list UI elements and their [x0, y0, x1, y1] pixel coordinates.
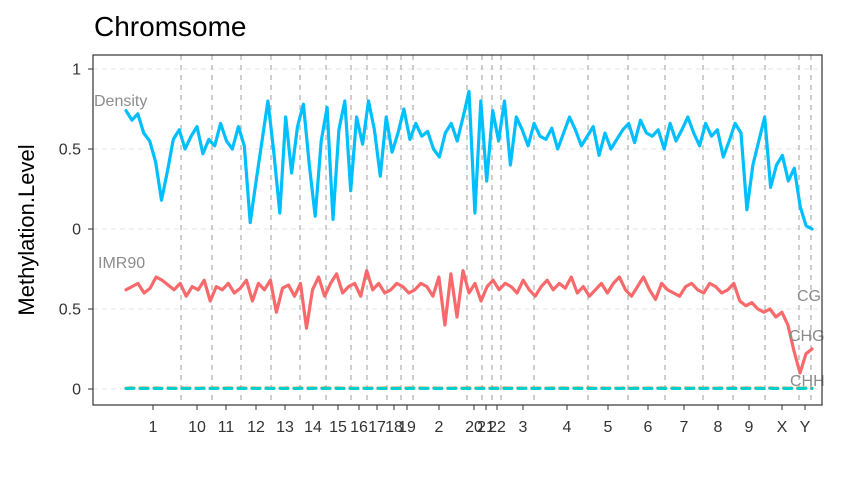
- x-tick-label-10: 19: [398, 419, 416, 436]
- context-label-cg: CG: [797, 288, 821, 305]
- x-tick-label-3: 12: [247, 419, 265, 436]
- series-line-density: [124, 89, 814, 231]
- x-tick-label-12: 20: [465, 419, 483, 436]
- x-tick-label-19: 7: [680, 419, 689, 436]
- x-tick-label-2: 11: [218, 419, 235, 436]
- x-tick-label-23: Y: [800, 419, 811, 436]
- x-tick-label-21: 9: [745, 419, 754, 436]
- x-tick-label-7: 16: [350, 419, 368, 436]
- x-tick-label-20: 8: [714, 419, 723, 436]
- x-tick-label-14: 22: [488, 419, 506, 436]
- panel-label-imr90: IMR90: [98, 255, 145, 272]
- x-tick-label-9: 18: [385, 419, 403, 436]
- y-tick-label-1: 0.5: [59, 142, 81, 159]
- x-tick-label-1: 10: [188, 419, 206, 436]
- x-tick-label-8: 17: [368, 419, 386, 436]
- y-axis-label: Methylation.Level: [14, 144, 39, 315]
- series-line-cg: [124, 269, 814, 375]
- x-tick-label-0: 1: [149, 419, 158, 436]
- x-tick-label-22: X: [777, 419, 788, 436]
- panel-label-density: Density: [94, 93, 147, 110]
- x-tick-label-6: 15: [329, 419, 347, 436]
- x-tick-label-13: 21: [477, 419, 495, 436]
- chart-title: Chromsome: [94, 11, 246, 42]
- x-tick-label-11: 2: [435, 419, 444, 436]
- x-tick-label-5: 14: [304, 419, 322, 436]
- plot-border: [92, 54, 823, 406]
- series-layer: [124, 89, 814, 390]
- x-tick-label-18: 6: [644, 419, 653, 436]
- x-tick-label-17: 5: [604, 419, 613, 436]
- context-label-chh: CHH: [790, 373, 825, 390]
- chromosome-boundary-lines: [180, 55, 812, 405]
- context-label-chg: CHG: [789, 328, 825, 345]
- grid-layer: [93, 68, 822, 390]
- x-tick-label-16: 4: [563, 419, 572, 436]
- y-tick-label-3: 0.5: [59, 302, 81, 319]
- x-tick-label-15: 3: [519, 419, 528, 436]
- y-tick-label-4: 0: [72, 382, 81, 399]
- y-tick-label-2: 0: [72, 222, 81, 239]
- x-tick-label-4: 13: [276, 419, 294, 436]
- y-tick-label-0: 1: [72, 62, 81, 79]
